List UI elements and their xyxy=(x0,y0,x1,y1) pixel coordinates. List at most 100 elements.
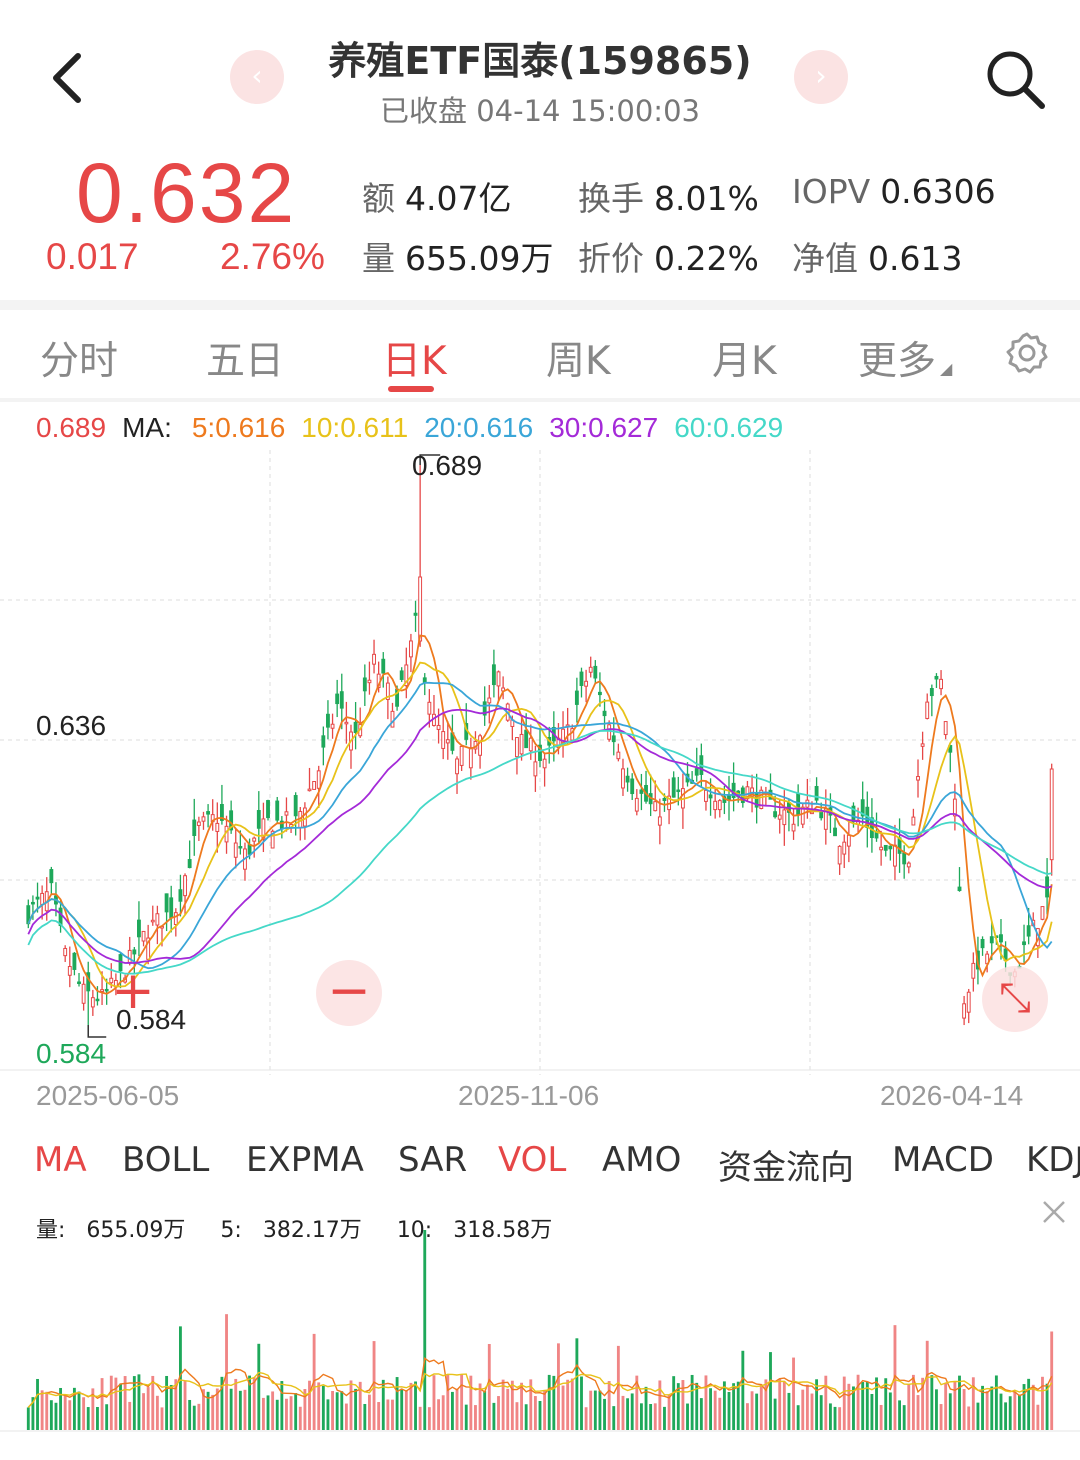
candle-body xyxy=(593,665,598,679)
tab-monthly-k[interactable]: 月K xyxy=(712,339,777,384)
candle-body xyxy=(777,814,782,820)
candle-body xyxy=(372,653,376,665)
ma-legend-ma30: 30:0.627 xyxy=(549,412,659,443)
low-marker xyxy=(87,1025,107,1038)
candle-body xyxy=(238,846,243,849)
candle-body xyxy=(418,576,423,642)
tab-more[interactable]: 更多 ◢ xyxy=(858,339,953,384)
volume-bar xyxy=(686,1403,689,1430)
tab-intraday[interactable]: 分时 xyxy=(40,339,119,384)
volume-bar xyxy=(750,1391,754,1430)
volume-chart[interactable] xyxy=(0,1225,1080,1440)
candle-body xyxy=(321,735,326,748)
volume-bar xyxy=(510,1380,514,1430)
candle-body xyxy=(233,842,238,858)
volume-bar xyxy=(538,1400,542,1430)
volume-ma-line xyxy=(27,1357,1053,1408)
period-tabs: 分时 五日 日K 周K 月K 更多 ◢ xyxy=(0,312,1080,398)
zoom-in-button[interactable]: + xyxy=(111,961,155,1021)
candle-body xyxy=(413,612,418,616)
candle-body xyxy=(962,1003,967,1019)
indicator-tab-fund-flow[interactable]: 资金流向 xyxy=(718,1148,854,1188)
candlestick-chart[interactable] xyxy=(0,450,1080,1075)
volume-bar xyxy=(994,1375,998,1430)
candle-body xyxy=(137,919,141,938)
volume-bar xyxy=(257,1343,261,1430)
candle-body xyxy=(100,989,104,992)
tab-daily-k[interactable]: 日K xyxy=(382,339,447,384)
volume-bar xyxy=(1004,1402,1008,1430)
candle-body xyxy=(717,800,722,811)
indicator-tab-boll[interactable]: BOLL xyxy=(122,1140,210,1180)
candle-body xyxy=(77,981,81,984)
volume-bar xyxy=(815,1379,819,1430)
volume-bar xyxy=(358,1381,362,1430)
candle-body xyxy=(851,805,856,823)
volume-bar xyxy=(902,1405,906,1430)
volume-bar xyxy=(82,1397,86,1430)
volume-bar xyxy=(340,1391,344,1430)
tab-weekly-k[interactable]: 周K xyxy=(546,339,611,384)
candle-body xyxy=(326,713,330,728)
indicator-tab-amo[interactable]: AMO xyxy=(602,1140,682,1180)
candle-body xyxy=(588,666,593,673)
expand-chart-button[interactable]: ⤡ xyxy=(982,966,1048,1032)
candle-body xyxy=(602,710,607,717)
close-icon xyxy=(1043,1201,1065,1223)
volume-bar xyxy=(469,1375,473,1430)
volume-bar xyxy=(381,1379,385,1430)
prev-stock-button[interactable]: ‹ xyxy=(230,50,284,104)
volume-bar xyxy=(363,1403,367,1430)
indicator-tab-expma[interactable]: EXPMA xyxy=(246,1140,364,1180)
indicator-tab-vol[interactable]: VOL xyxy=(498,1140,567,1180)
candle-body xyxy=(150,919,155,923)
zoom-out-button[interactable]: − xyxy=(316,960,382,1026)
volume-bar xyxy=(234,1378,238,1430)
volume-bar xyxy=(805,1384,809,1430)
volume-bar xyxy=(962,1389,966,1430)
candle-body xyxy=(381,658,386,674)
candle-body xyxy=(109,977,114,984)
indicator-tab-ma[interactable]: MA xyxy=(34,1140,87,1180)
volume-bar xyxy=(935,1389,938,1430)
tab-five-day[interactable]: 五日 xyxy=(206,339,285,384)
volume-bar xyxy=(1045,1383,1049,1430)
candle-body xyxy=(270,830,275,849)
candle-body xyxy=(911,816,916,826)
candle-body xyxy=(584,680,589,687)
volume-bar xyxy=(285,1398,288,1430)
volume-bar xyxy=(206,1391,210,1430)
candle-body xyxy=(934,675,939,680)
candle-body xyxy=(187,859,192,869)
volume-bar xyxy=(501,1379,505,1430)
search-button[interactable] xyxy=(982,46,1048,112)
next-stock-button[interactable]: › xyxy=(794,50,848,104)
volume-bar xyxy=(174,1379,178,1430)
candle-body xyxy=(164,893,169,913)
candle-body xyxy=(989,936,994,944)
chart-settings-button[interactable] xyxy=(1004,330,1050,376)
candle-body xyxy=(72,952,77,970)
volume-bar xyxy=(386,1399,390,1430)
close-indicator-button[interactable] xyxy=(1040,1198,1068,1226)
candle-body xyxy=(999,934,1003,943)
candle-body xyxy=(611,735,616,743)
indicator-tab-kdj[interactable]: KDJ xyxy=(1026,1140,1080,1180)
candle-body xyxy=(902,852,907,865)
volume-bar xyxy=(732,1383,736,1430)
volume-bar xyxy=(49,1400,53,1430)
indicator-tab-macd[interactable]: MACD xyxy=(892,1140,994,1180)
candle-body xyxy=(538,744,542,761)
candle-body xyxy=(335,693,340,705)
candle-body xyxy=(597,691,602,696)
volume-bar xyxy=(280,1381,284,1430)
candle-body xyxy=(491,664,496,686)
indicator-tab-sar[interactable]: SAR xyxy=(398,1140,468,1180)
back-button[interactable] xyxy=(42,48,92,108)
volume-bar xyxy=(391,1399,394,1430)
candle-body xyxy=(916,776,920,781)
volume-bar xyxy=(321,1385,325,1430)
volume-bar xyxy=(630,1393,634,1430)
volume-bar xyxy=(598,1390,602,1430)
volume-bar xyxy=(552,1375,556,1430)
